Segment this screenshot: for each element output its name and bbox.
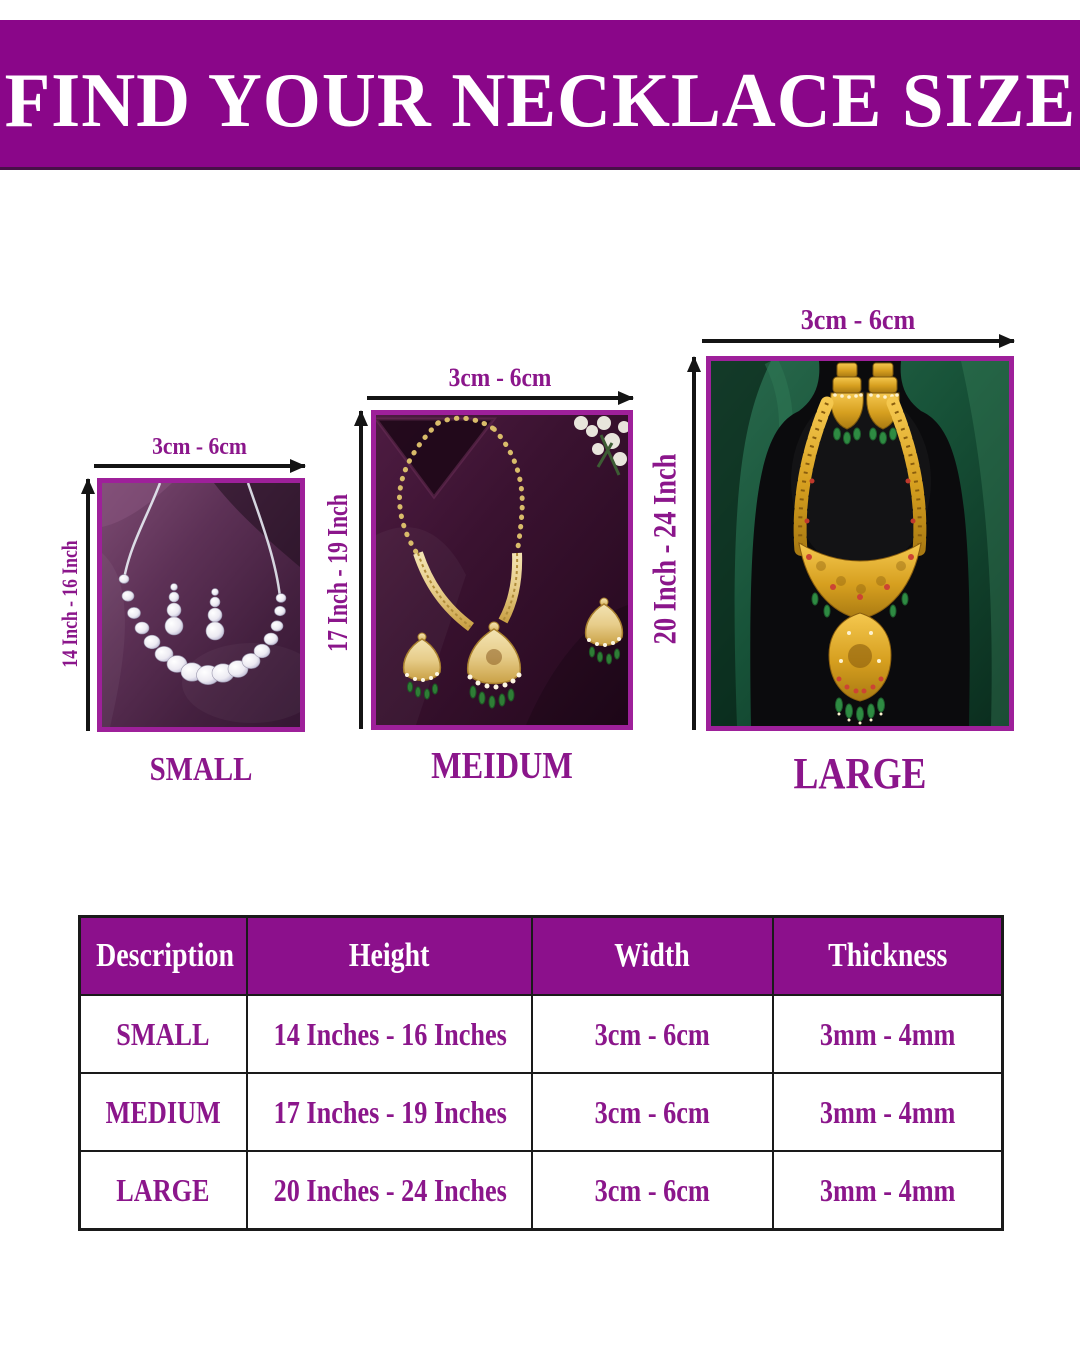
cell: 3cm - 6cm bbox=[530, 1150, 774, 1231]
medium-width-label: 3cm - 6cm bbox=[448, 363, 552, 392]
small-width-arrow-icon bbox=[94, 464, 305, 468]
small-necklace-photo bbox=[97, 478, 305, 732]
table-row-large: LARGE 20 Inches - 24 Inches 3cm - 6cm 3m… bbox=[78, 1150, 1004, 1231]
cell: MEDIUM bbox=[78, 1072, 248, 1152]
cell: 3cm - 6cm bbox=[530, 994, 774, 1074]
medium-width-arrow-icon bbox=[367, 396, 633, 400]
medium-size-label: MEIDUM bbox=[431, 745, 573, 787]
header-banner: FIND YOUR NECKLACE SIZE bbox=[0, 20, 1080, 170]
medium-height-label: 17 Inch - 19 Inch bbox=[323, 494, 354, 652]
header-description: Description bbox=[78, 915, 248, 996]
small-width-label: 3cm - 6cm bbox=[152, 434, 247, 460]
large-size-label: LARGE bbox=[793, 749, 927, 798]
small-size-label: SMALL bbox=[149, 751, 253, 788]
silver-necklace-illustration bbox=[102, 483, 300, 727]
cell: 17 Inches - 19 Inches bbox=[245, 1072, 533, 1152]
large-necklace-photo bbox=[706, 356, 1014, 731]
cell: SMALL bbox=[78, 994, 248, 1074]
cell: 20 Inches - 24 Inches bbox=[245, 1150, 533, 1231]
large-width-label: 3cm - 6cm bbox=[800, 304, 916, 336]
large-height-label: 20 Inch - 24 Inch bbox=[647, 453, 684, 645]
large-width-arrow-icon bbox=[702, 339, 1014, 343]
header-width: Width bbox=[530, 915, 774, 996]
large-height-arrow-icon bbox=[692, 357, 696, 730]
cell: 3mm - 4mm bbox=[771, 1150, 1004, 1231]
temple-necklace-illustration bbox=[711, 361, 1009, 726]
small-height-arrow-icon bbox=[86, 479, 90, 731]
gold-necklace-illustration bbox=[376, 415, 628, 725]
cell: 14 Inches - 16 Inches bbox=[245, 994, 533, 1074]
medium-necklace-photo bbox=[371, 410, 633, 730]
cell: 3cm - 6cm bbox=[530, 1072, 774, 1152]
small-height-label: 14 Inch - 16 Inch bbox=[57, 540, 82, 668]
page-title: FIND YOUR NECKLACE SIZE bbox=[4, 57, 1076, 143]
cell: LARGE bbox=[78, 1150, 248, 1231]
cell: 3mm - 4mm bbox=[771, 994, 1004, 1074]
header-height: Height bbox=[245, 915, 533, 996]
cell: 3mm - 4mm bbox=[771, 1072, 1004, 1152]
table-row-medium: MEDIUM 17 Inches - 19 Inches 3cm - 6cm 3… bbox=[78, 1072, 1004, 1152]
medium-height-arrow-icon bbox=[359, 411, 363, 729]
table-header-row: Description Height Width Thickness bbox=[78, 915, 1004, 996]
size-table: Description Height Width Thickness SMALL… bbox=[78, 915, 1004, 1231]
table-row-small: SMALL 14 Inches - 16 Inches 3cm - 6cm 3m… bbox=[78, 994, 1004, 1074]
header-thickness: Thickness bbox=[771, 915, 1004, 996]
